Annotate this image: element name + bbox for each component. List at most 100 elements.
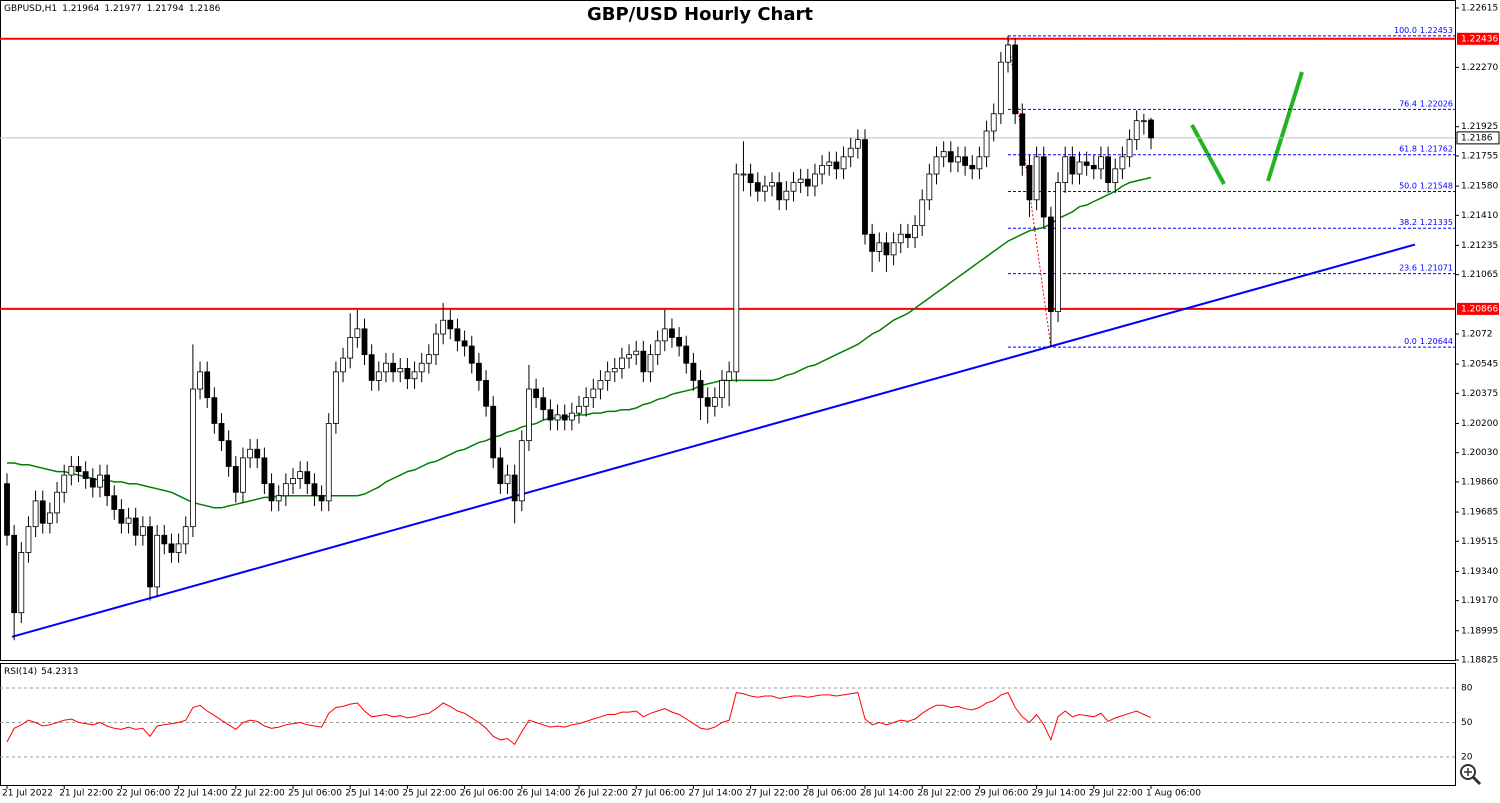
candle-body — [218, 423, 225, 442]
ohlc-value: 1.2186 — [189, 4, 221, 14]
candle-body — [762, 185, 768, 192]
candle-body — [411, 371, 418, 380]
candle-body — [497, 457, 504, 485]
candle-body — [304, 471, 311, 485]
level-label: 1.20866 — [1461, 304, 1498, 314]
candle-body — [554, 414, 561, 421]
y-tick-label: 1.18995 — [1461, 626, 1498, 636]
candle-body — [511, 474, 518, 502]
candle-body — [240, 457, 246, 493]
candle-body — [747, 173, 754, 184]
candle-body — [976, 156, 983, 170]
candle-body — [104, 474, 110, 497]
x-tick-label: 21 Jul 22:00 — [59, 789, 113, 799]
candle-body — [1012, 44, 1019, 115]
candle-body — [540, 397, 547, 411]
y-tick-label: 1.21755 — [1461, 151, 1498, 161]
candle-body — [568, 412, 575, 421]
x-tick-label: 29 Jul 06:00 — [974, 789, 1028, 799]
candle-body — [247, 448, 254, 459]
level-box — [1457, 302, 1499, 315]
candle-body — [654, 340, 661, 356]
x-tick-label: 28 Jul 14:00 — [860, 789, 914, 799]
candle-body — [576, 405, 582, 414]
x-tick-label: 22 Jul 22:00 — [231, 789, 285, 799]
candle-body — [268, 483, 275, 502]
candle-body — [783, 190, 790, 201]
x-tick-label: 21 Jul 2022 — [2, 789, 53, 799]
candle-body — [461, 340, 468, 347]
rsi-value: 54.2313 — [41, 667, 78, 677]
candle-body — [626, 354, 632, 359]
candle-body — [561, 414, 568, 421]
x-tick-label: 29 Jul 14:00 — [1032, 789, 1086, 799]
candle-body — [676, 337, 682, 347]
candle-body — [962, 156, 968, 166]
fib-price: 1.21071 — [1420, 263, 1453, 272]
x-tick-label: 26 Jul 22:00 — [574, 789, 628, 799]
candle-body — [383, 362, 389, 373]
y-tick-label: 1.19515 — [1461, 537, 1498, 547]
candle-body — [361, 328, 368, 356]
candle-body — [332, 371, 339, 424]
candle-body — [876, 242, 883, 252]
fib-label: 50.0 1.21548 — [1399, 181, 1453, 190]
y-tick-label: 1.2072 — [1461, 330, 1493, 340]
fib-ratio: 100.0 — [1394, 25, 1417, 34]
candle-body — [504, 474, 511, 485]
x-tick-label: 25 Jul 22:00 — [402, 789, 456, 799]
x-tick-label: 25 Jul 14:00 — [345, 789, 399, 799]
candle-body — [1133, 120, 1140, 141]
candle-body — [254, 448, 261, 459]
candle-body — [640, 350, 647, 373]
y-tick-label: 1.21065 — [1461, 270, 1498, 280]
x-tick-label: 22 Jul 14:00 — [174, 789, 228, 799]
y-tick-label: 1.22270 — [1461, 63, 1498, 73]
candle-body — [225, 440, 232, 467]
candle-body — [161, 534, 168, 545]
candle-body — [983, 130, 990, 158]
candle-body — [704, 397, 711, 407]
candle-body — [197, 371, 203, 390]
zoom-icon[interactable] — [1460, 764, 1482, 786]
candle-body — [132, 517, 139, 536]
fib-label: 61.8 1.21762 — [1399, 144, 1453, 153]
candle-body — [690, 362, 697, 381]
candle-body — [425, 354, 432, 364]
candle-body — [433, 333, 439, 356]
candle-body — [990, 113, 997, 132]
fib-price: 1.21335 — [1420, 218, 1453, 227]
candle-body — [468, 345, 475, 364]
rsi-name: RSI(14) — [4, 667, 37, 677]
last-price-box — [1456, 131, 1500, 145]
candle-body — [125, 517, 132, 524]
candle-body — [812, 173, 818, 187]
candle-body — [311, 483, 318, 497]
y-tick-label: 1.21235 — [1461, 241, 1498, 251]
candle-body — [1090, 165, 1097, 170]
candle-body — [175, 543, 182, 553]
y-tick-label: 1.19170 — [1461, 596, 1498, 606]
candle-body — [1126, 139, 1133, 158]
fib-ratio: 50.0 — [1399, 181, 1417, 190]
candle-body — [769, 182, 775, 187]
candle-body — [1112, 168, 1119, 184]
candle-body — [661, 328, 668, 342]
candle-body — [418, 362, 425, 373]
fib-label: 0.0 1.20644 — [1404, 337, 1453, 346]
candle-body — [39, 500, 46, 524]
candle-body — [1105, 156, 1111, 184]
candle-body — [404, 368, 411, 380]
x-tick-label: 26 Jul 06:00 — [460, 789, 514, 799]
candle-body — [211, 397, 218, 424]
rsi-line — [6, 691, 1152, 746]
trendline — [11, 243, 1416, 638]
candle-body — [955, 156, 961, 163]
candle-body — [1033, 156, 1040, 201]
rsi-header: RSI(14) 54.2313 — [4, 667, 78, 677]
candle-body — [440, 319, 447, 335]
candle-body — [82, 471, 89, 479]
candle-body — [1005, 44, 1011, 63]
candle-body — [583, 397, 590, 407]
